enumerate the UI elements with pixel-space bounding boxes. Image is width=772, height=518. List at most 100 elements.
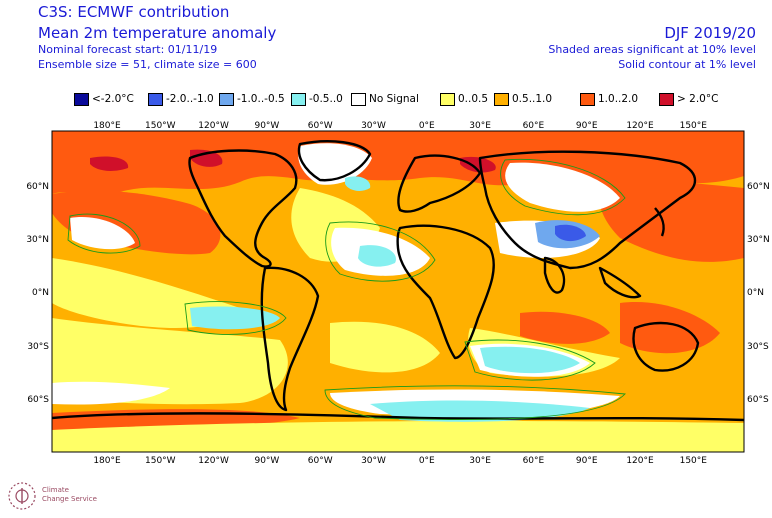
contour-sp xyxy=(184,301,287,335)
asia-coast xyxy=(478,150,697,270)
temperature-anomaly-map: 180°E 180°E 150°W 150°W 120°W 120°W 90°W 90°W 60… xyxy=(26,121,769,466)
legend-label: No Signal xyxy=(369,93,419,105)
lon-tick-label: 0°E xyxy=(419,121,435,131)
south-america-coast xyxy=(260,266,320,412)
map-frame xyxy=(51,130,745,453)
legend-label: -1.0..-0.5 xyxy=(237,93,285,105)
greenland-white xyxy=(298,143,372,185)
lon-tick-label: 120°E xyxy=(626,121,654,131)
lat-tick-label: 0°N xyxy=(32,288,49,298)
lon-tick-label: 180°E xyxy=(93,456,121,466)
siberia-white xyxy=(505,162,620,212)
indian-ocean-cool xyxy=(480,346,580,374)
lat-tick-label: 60°N xyxy=(747,182,770,192)
lon-tick-label: 90°W xyxy=(254,456,279,466)
logo-line-2: Change Service xyxy=(42,495,97,503)
ensemble-size: Ensemble size = 51, climate size = 600 xyxy=(38,58,257,71)
lon-tick-label: 120°E xyxy=(626,456,654,466)
legend-swatch xyxy=(74,93,89,106)
legend-label: 0..0.5 xyxy=(458,93,489,105)
legend-label: 0.5..1.0 xyxy=(512,93,553,105)
asia-cold-core xyxy=(555,224,586,242)
japan-coast xyxy=(654,207,665,237)
east-pacific-warm xyxy=(598,178,744,262)
forecast-period: DJF 2019/20 xyxy=(664,24,756,42)
lon-tick-label: 180°E xyxy=(93,121,121,131)
antarctica-coast xyxy=(52,412,744,422)
contour-antarctic xyxy=(324,385,626,421)
legend-label: -2.0..-1.0 xyxy=(166,93,214,105)
indian-ocean-warm xyxy=(520,311,610,344)
africa-coast xyxy=(396,224,495,360)
lon-tick-label: 90°E xyxy=(576,121,598,131)
forecast-start: Nominal forecast start: 01/11/19 xyxy=(38,43,218,56)
lon-tick-label: 60°E xyxy=(523,121,545,131)
contour-note: Solid contour at 1% level xyxy=(618,58,756,71)
lon-tick-label: 0°E xyxy=(419,456,435,466)
pacific-hot xyxy=(90,156,129,171)
antarctic-cool xyxy=(370,400,590,422)
legend-label: <-2.0°C xyxy=(92,93,134,105)
legend-swatch xyxy=(580,93,595,106)
lat-tick-label: 60°S xyxy=(27,395,49,405)
legend-swatch xyxy=(148,93,163,106)
canada-hot xyxy=(190,149,223,167)
lon-tick-label: 30°E xyxy=(469,456,491,466)
lon-tick-label: 60°E xyxy=(523,456,545,466)
lon-tick-label: 90°E xyxy=(576,456,598,466)
lat-tick-label: 0°N xyxy=(747,288,764,298)
pacific-white xyxy=(70,217,135,250)
legend-label: -0.5..0 xyxy=(309,93,343,105)
lon-tick-label: 150°W xyxy=(145,121,176,131)
europe-coast xyxy=(397,154,482,213)
legend-swatch xyxy=(440,93,455,106)
lon-tick-label: 90°W xyxy=(254,121,279,131)
legend-label: > 2.0°C xyxy=(677,93,719,105)
map-title: C3S: ECMWF contribution xyxy=(38,3,230,21)
north-america-coast xyxy=(188,149,298,268)
greenland-coast xyxy=(297,140,372,182)
lon-tick-label: 30°W xyxy=(361,121,386,131)
legend-swatch xyxy=(494,93,509,106)
lat-tick-label: 30°S xyxy=(27,342,49,352)
map-panel: 180°E 180°E 150°W 150°W 120°W 120°W 90°W 90°W 60… xyxy=(0,118,772,478)
lat-tick-label: 30°N xyxy=(26,235,49,245)
lon-tick-label: 120°W xyxy=(198,121,229,131)
significance-note: Shaded areas significant at 10% level xyxy=(548,43,756,56)
legend-label: 1.0..2.0 xyxy=(598,93,639,105)
variable-title: Mean 2m temperature anomaly xyxy=(38,24,277,42)
lon-tick-label: 60°W xyxy=(308,456,333,466)
australia-sea-warm xyxy=(620,302,720,354)
south-pacific-cool xyxy=(190,306,280,330)
contour-siberia xyxy=(500,158,626,216)
longitude-ticks: 180°E 180°E 150°W 150°W 120°W 120°W 90°W 90°W 60… xyxy=(93,121,707,466)
south-white-band xyxy=(52,381,170,405)
contour-south-indian xyxy=(464,339,596,381)
logo-line-1: Climate xyxy=(42,486,69,494)
lat-tick-label: 60°S xyxy=(747,395,769,405)
lon-tick-label: 150°E xyxy=(680,456,708,466)
legend-swatch xyxy=(219,93,234,106)
antarctic-yellow xyxy=(52,420,744,452)
lon-tick-label: 150°W xyxy=(145,456,176,466)
contour-atlantic xyxy=(325,221,436,282)
south-atlantic-yellow xyxy=(330,321,440,373)
lon-tick-label: 150°E xyxy=(680,121,708,131)
lon-tick-label: 120°W xyxy=(198,456,229,466)
legend-swatch xyxy=(291,93,306,106)
latitude-ticks: 60°N 60°N 30°N 30°N 0°N 0°N 30°S 30°S 60°S 60°S xyxy=(26,182,769,405)
se-asia-coast xyxy=(598,266,642,299)
lat-tick-label: 30°N xyxy=(747,235,770,245)
north-atlantic-cool xyxy=(358,245,396,267)
lon-tick-label: 60°W xyxy=(308,121,333,131)
lon-tick-label: 30°W xyxy=(361,456,386,466)
copernicus-logo xyxy=(8,482,36,510)
legend-swatch xyxy=(659,93,674,106)
lat-tick-label: 30°S xyxy=(747,342,769,352)
atlantic-cool-small xyxy=(345,176,371,191)
india-coast xyxy=(543,256,566,294)
contour-pacific xyxy=(67,213,141,254)
australia-coast xyxy=(632,321,700,372)
lat-tick-label: 60°N xyxy=(26,182,49,192)
lon-tick-label: 30°E xyxy=(469,121,491,131)
